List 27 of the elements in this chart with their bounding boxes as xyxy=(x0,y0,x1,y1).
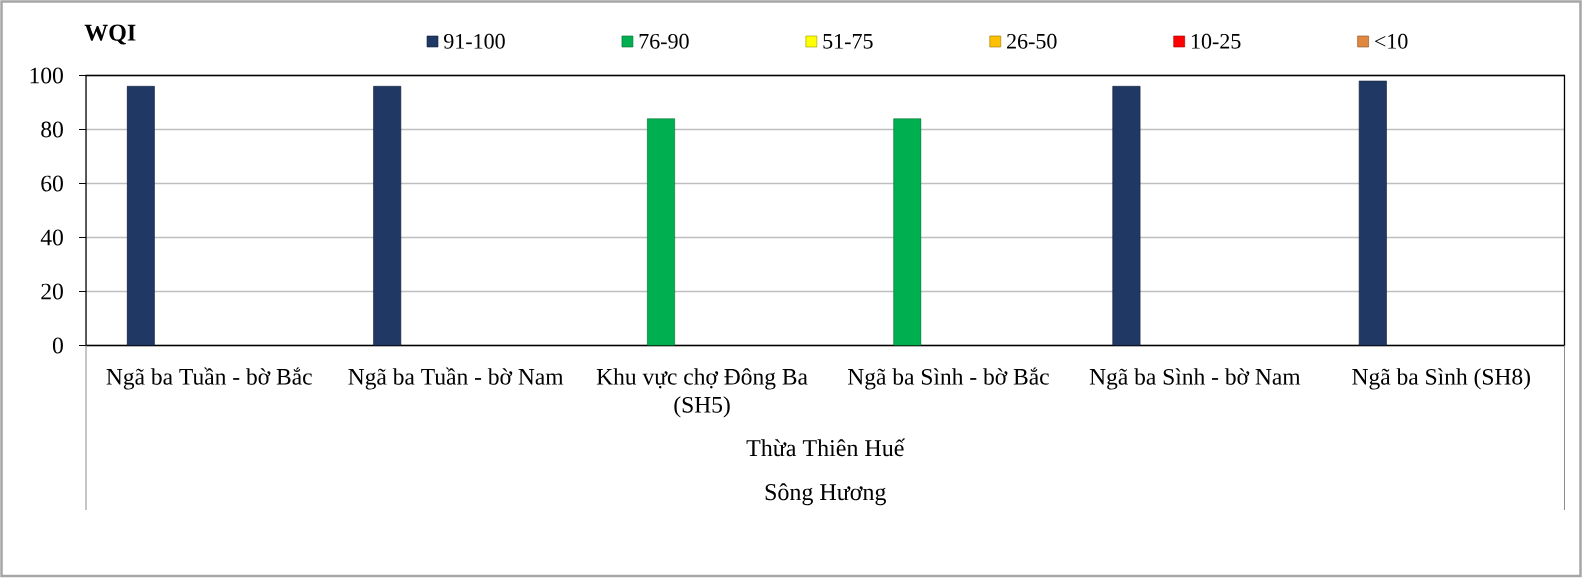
text: Thừa Thiên Huế xyxy=(746,438,905,457)
bar xyxy=(126,85,155,346)
x-tick-label: Ngã ba Tuần - bờ Bắc xyxy=(106,367,312,390)
x-tick-label: Ngã ba Sình (SH8) xyxy=(1352,368,1530,390)
x-tick-label: Ngã ba Tuần - bờ Nam xyxy=(348,367,564,390)
y-tick-label: 60 xyxy=(41,175,63,192)
legend-label: 26-50 xyxy=(1007,33,1057,49)
y-axis-title: WQI xyxy=(84,24,136,45)
legend-label: 10-25 xyxy=(1191,33,1241,49)
y-tick-label: 100 xyxy=(30,67,63,84)
y-tick-label: 40 xyxy=(40,229,63,246)
x-tick-label: Ngã ba Sình - bờ Nam xyxy=(1089,368,1301,390)
bar xyxy=(1358,80,1387,346)
y-tick-label: 20 xyxy=(41,283,63,300)
legend-label: <10 xyxy=(1375,33,1408,49)
bar xyxy=(646,118,675,346)
legend-label: 76-90 xyxy=(639,33,689,49)
y-tick-label: 80 xyxy=(41,121,63,138)
legend-label: 91-100 xyxy=(444,33,505,49)
bar xyxy=(373,85,402,346)
bar xyxy=(1112,85,1141,346)
legend-label: 51-75 xyxy=(823,33,873,49)
bar xyxy=(893,118,922,346)
y-tick-label: 0 xyxy=(52,337,63,354)
text: Sông Hương xyxy=(765,483,886,506)
x-tick-label: Khu vực chợ Đông Ba (SH5) xyxy=(596,368,808,418)
x-tick-label: Ngã ba Sình - bờ Bắc xyxy=(847,367,1049,390)
